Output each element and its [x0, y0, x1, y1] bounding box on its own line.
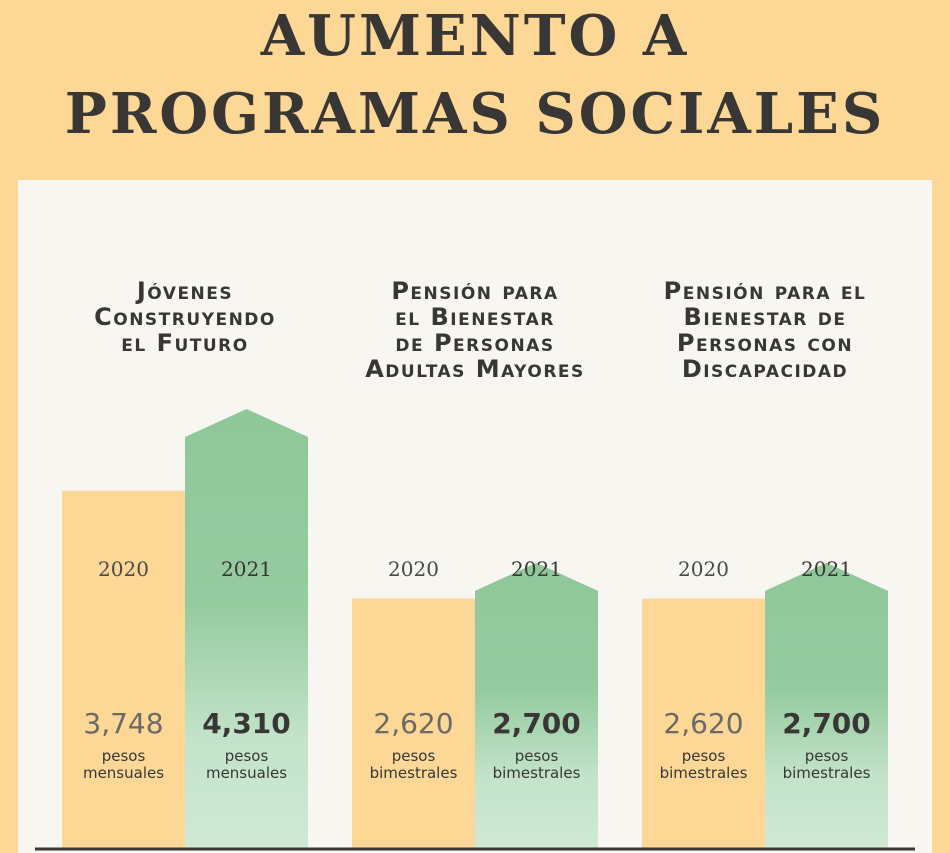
unit-label: bimestrales — [370, 764, 458, 782]
category-title-line: Personas con — [676, 329, 854, 357]
title-line-2: PROGRAMAS SOCIALES — [64, 81, 886, 147]
category-title-discapacidad: Pensión para el Bienestar de Personas co… — [625, 278, 905, 382]
value-label-2021: 2,700 — [492, 707, 581, 740]
unit-label: pesos — [102, 747, 146, 765]
bar-2020 — [62, 490, 185, 849]
series-label-2021: 2021 — [801, 557, 852, 581]
category-title-line: Pensión para — [391, 277, 559, 305]
value-label-2021: 2,700 — [782, 707, 871, 740]
value-label-2020: 2,620 — [373, 707, 453, 740]
category-title-line: Jóvenes — [136, 277, 234, 305]
unit-label: bimestrales — [660, 764, 748, 782]
series-label-2021: 2021 — [221, 557, 272, 581]
bar-2021 — [475, 562, 598, 849]
category-title-line: Adultas Mayores — [365, 355, 585, 383]
bar-2020 — [352, 598, 475, 849]
value-label-2020: 2,620 — [663, 707, 743, 740]
category-title-line: Discapacidad — [681, 355, 849, 383]
unit-label: pesos — [225, 747, 269, 765]
category-title-adultas-mayores: Pensión para el Bienestar de Personas Ad… — [335, 278, 615, 382]
unit-label: bimestrales — [493, 764, 581, 782]
unit-label: pesos — [392, 747, 436, 765]
unit-label: mensuales — [83, 764, 164, 782]
title-line-1: AUMENTO A — [260, 3, 690, 69]
bar-2020 — [642, 598, 765, 849]
series-label-2020: 2020 — [678, 557, 729, 581]
category-title-line: Construyendo — [94, 303, 276, 331]
series-label-2020: 2020 — [98, 557, 149, 581]
category-title-jovenes: Jóvenes Construyendo el Futuro — [45, 278, 325, 356]
series-label-2020: 2020 — [388, 557, 439, 581]
unit-label: pesos — [805, 747, 849, 765]
value-label-2021: 4,310 — [202, 707, 291, 740]
bar-2021 — [765, 562, 888, 849]
category-title-line: Pensión para el — [663, 277, 867, 305]
category-title-line: el Futuro — [121, 329, 249, 357]
value-label-2020: 3,748 — [83, 707, 163, 740]
unit-label: pesos — [682, 747, 726, 765]
category-title-line: de Personas — [395, 329, 555, 357]
unit-label: bimestrales — [783, 764, 871, 782]
category-title-line: Bienestar de — [683, 303, 847, 331]
series-label-2021: 2021 — [511, 557, 562, 581]
category-title-line: el Bienestar — [395, 303, 555, 331]
unit-label: mensuales — [206, 764, 287, 782]
bar-2021 — [185, 409, 308, 849]
unit-label: pesos — [515, 747, 559, 765]
